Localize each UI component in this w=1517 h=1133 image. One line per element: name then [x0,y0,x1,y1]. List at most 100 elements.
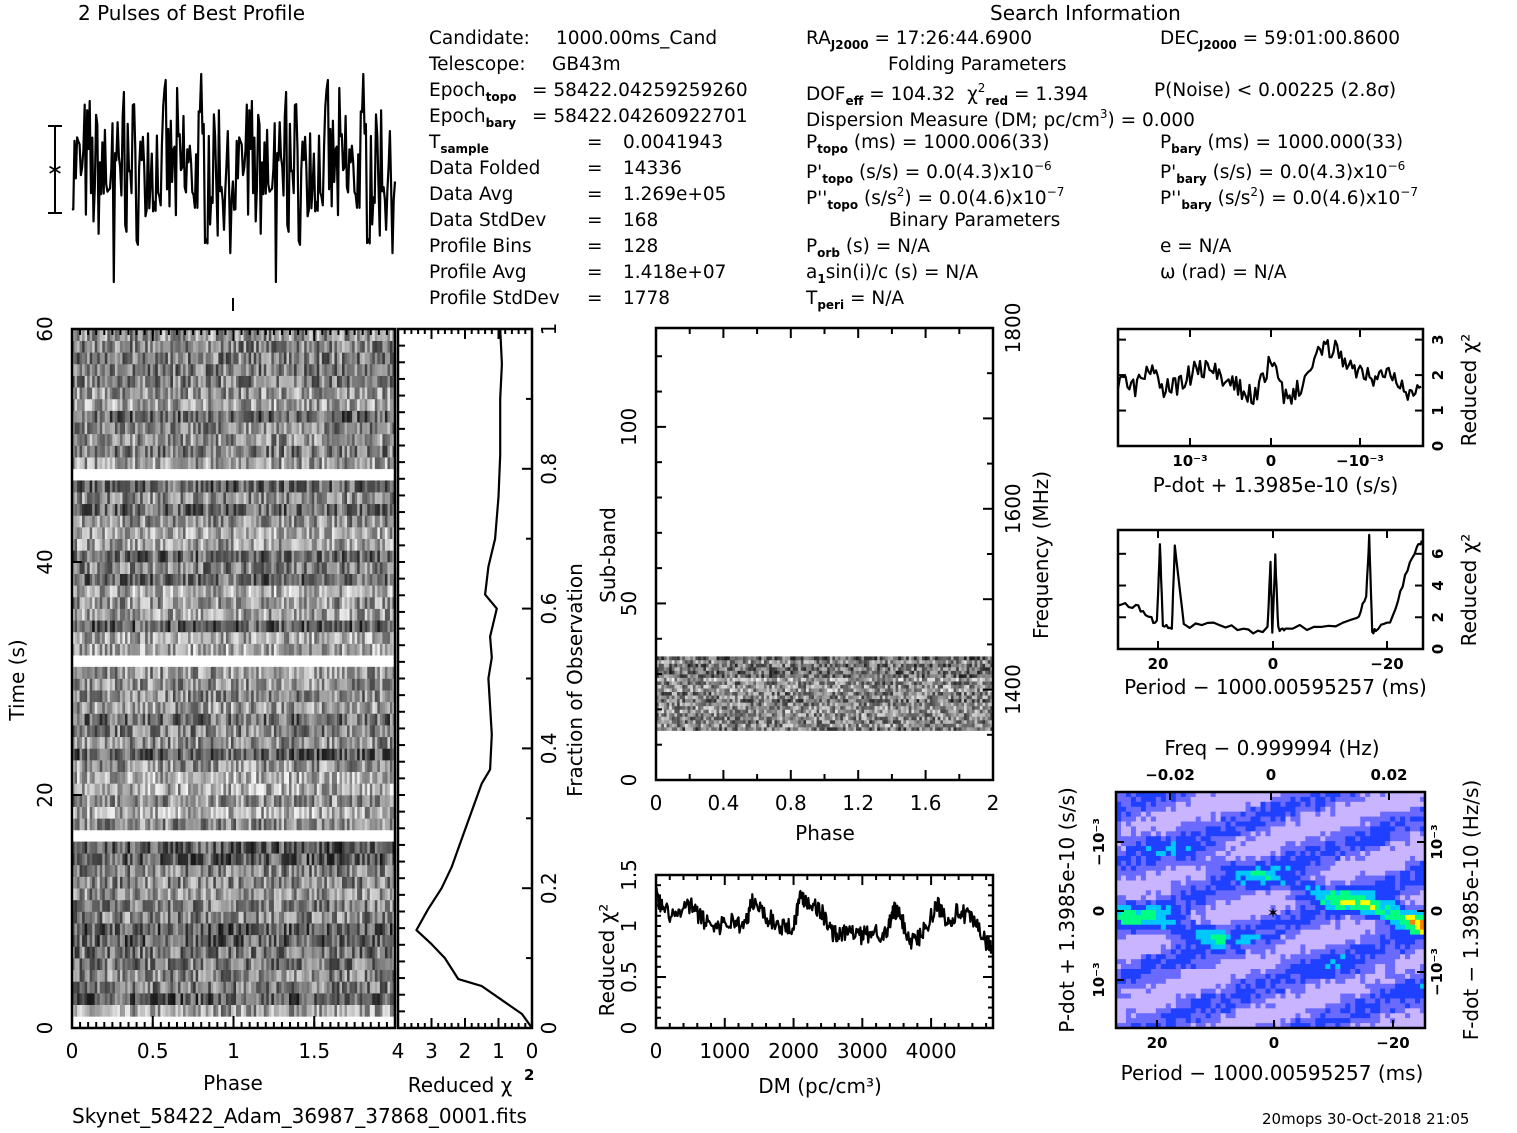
heatmap-cell [263,795,267,807]
heatmap-cell [289,841,292,854]
heatmap-cell [220,969,224,982]
heatmap-cell [180,981,184,994]
heatmap-cell [190,783,194,796]
heatmap-cell [246,550,250,563]
heatmap-cell [132,631,136,644]
heatmap-cell [367,643,371,656]
heatmap-cell [225,853,229,866]
heatmap-cell [119,678,123,691]
heatmap-cell [160,934,164,947]
heatmap-cell [357,701,361,714]
heatmap-cell [362,899,366,912]
heatmap-cell [114,725,118,738]
heatmap-cell [102,538,106,551]
heatmap-cell [369,864,373,877]
heatmap-cell [109,783,113,796]
heatmap-cell [326,1004,330,1017]
heatmap-cell [256,573,260,586]
heatmap-cell [334,993,338,1005]
heatmap-cell [124,596,128,609]
heatmap-cell [339,725,343,738]
heatmap-cell [324,771,328,784]
heatmap-cell [84,538,88,551]
heatmap-cell [180,771,184,784]
heatmap-cell [309,841,313,854]
heatmap-cell [301,608,305,621]
heatmap-cell [228,818,232,831]
heatmap-cell [372,981,376,994]
heatmap-cell [316,562,320,574]
heatmap-cell [294,818,297,831]
heatmap-cell [299,690,303,703]
heatmap-cell [155,631,159,644]
heatmap-cell [177,562,181,574]
heatmap-cell [124,608,128,621]
heatmap-cell [243,864,247,877]
heatmap-cell [377,725,381,738]
heatmap-cell [132,783,136,796]
heatmap-cell [283,923,287,936]
heatmap-cell [342,596,345,609]
heatmap-cell [155,562,159,574]
heatmap-cell [263,620,267,633]
heatmap-cell [246,946,250,959]
heatmap-cell [389,690,393,703]
heatmap-cell [183,585,186,598]
heatmap-cell [180,864,184,877]
heatmap-cell [104,771,108,784]
heatmap-cell [374,969,378,982]
heatmap-cell [273,666,277,679]
heatmap-cell [215,725,219,738]
heatmap-cell [319,573,323,586]
heatmap-cell [336,853,340,866]
heatmap-cell [296,713,300,726]
heatmap-cell [99,1004,103,1017]
heatmap-cell [309,666,313,679]
heatmap-cell [130,783,133,796]
heatmap-cell [97,701,101,714]
heatmap-cell [107,899,111,912]
heatmap-cell [215,550,219,563]
heatmap-cell [334,853,338,866]
heatmap-cell [357,795,361,807]
heatmap-cell [339,713,343,726]
heatmap-cell [324,783,328,796]
heatmap-cell [225,1004,229,1017]
heatmap-cell [387,666,391,679]
heatmap-cell [225,888,229,901]
ecc: e = N/A [1160,236,1232,257]
heatmap-cell [263,666,267,679]
heatmap-cell [283,620,287,633]
heatmap-cell [379,946,383,959]
heatmap-cell [347,725,350,738]
heatmap-cell [306,981,310,994]
heatmap-cell [152,899,156,912]
heatmap-cell [382,678,386,691]
heatmap-cell [286,864,290,877]
data-stddev-label: Data StdDev [429,210,547,231]
heatmap-cell [387,701,391,714]
heatmap-cell [377,911,381,924]
heatmap-cell [389,795,393,807]
heatmap-cell [258,771,262,784]
heatmap-cell [97,795,101,807]
heatmap-cell [387,923,391,936]
heatmap-cell [203,538,207,551]
heatmap-cell [299,666,303,679]
heatmap-cell [150,760,154,772]
heatmap-cell [193,596,197,609]
heatmap-cell [135,573,139,586]
heatmap-cell [145,946,149,959]
heatmap-cell [321,620,325,633]
heatmap-cell [258,818,262,831]
heatmap-cell [384,562,388,574]
heatmap-cell [74,620,78,633]
heatmap-cell [246,818,250,831]
heatmap-cell [124,899,128,912]
heatmap-cell [336,678,340,691]
heatmap-cell [220,841,224,854]
heatmap-cell [104,585,108,598]
heatmap-cell [165,911,169,924]
heatmap-cell [230,596,234,609]
profile-mean-marker: ∗ [47,157,64,181]
